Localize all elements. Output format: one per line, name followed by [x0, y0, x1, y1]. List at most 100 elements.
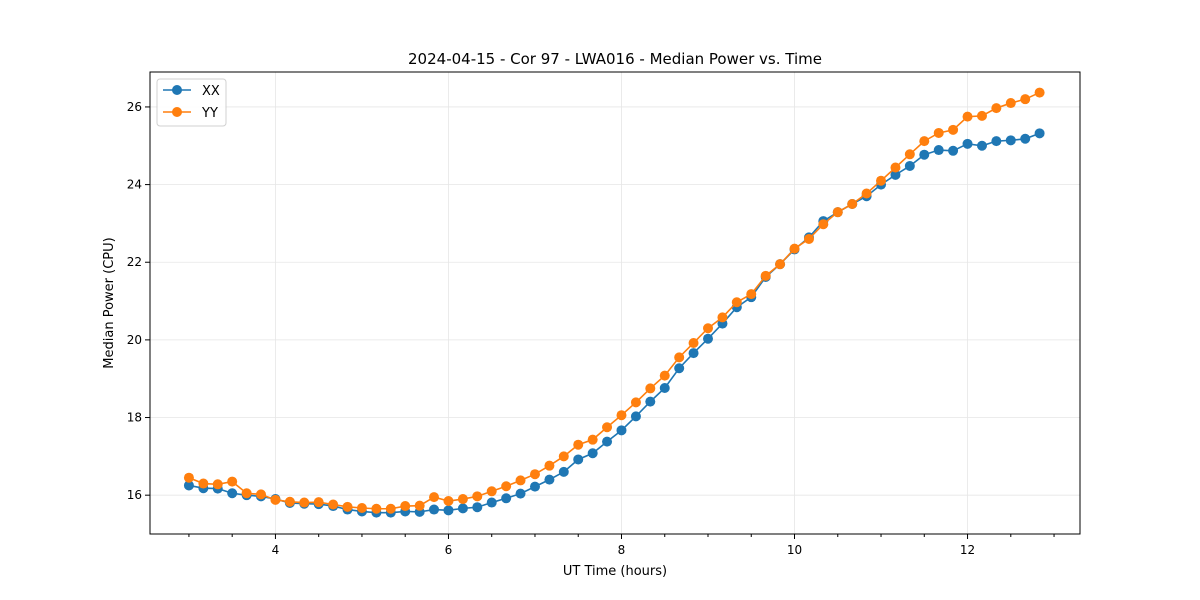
data-point-yy: [227, 476, 238, 487]
chart-title: 2024-04-15 - Cor 97 - LWA016 - Median Po…: [408, 50, 822, 68]
data-point-xx: [904, 160, 915, 171]
data-point-yy: [1005, 98, 1016, 109]
data-point-yy: [645, 383, 656, 394]
y-tick-label: 16: [127, 488, 142, 502]
x-tick-label: 12: [960, 543, 975, 557]
data-point-yy: [356, 502, 367, 513]
data-point-yy: [529, 469, 540, 480]
data-point-yy: [789, 243, 800, 254]
data-point-xx: [429, 504, 440, 515]
data-point-xx: [501, 493, 512, 504]
x-tick-label: 6: [445, 543, 453, 557]
data-point-yy: [429, 492, 440, 503]
data-point-yy: [775, 259, 786, 270]
data-point-yy: [299, 497, 310, 508]
data-point-yy: [385, 503, 396, 514]
data-point-yy: [674, 352, 685, 363]
data-point-yy: [472, 491, 483, 502]
data-point-xx: [457, 503, 468, 514]
y-tick-label: 22: [127, 255, 142, 269]
data-point-xx: [616, 425, 627, 436]
data-point-yy: [270, 494, 281, 505]
data-point-yy: [255, 489, 266, 500]
data-point-xx: [688, 348, 699, 359]
data-point-xx: [472, 502, 483, 513]
data-point-yy: [515, 475, 526, 486]
data-point-yy: [659, 370, 670, 381]
data-point-yy: [587, 434, 598, 445]
data-point-yy: [717, 312, 728, 323]
data-point-yy: [876, 175, 887, 186]
y-tick-label: 26: [127, 100, 142, 114]
data-point-xx: [933, 145, 944, 156]
data-point-xx: [948, 145, 959, 156]
data-point-yy: [414, 500, 425, 511]
data-point-yy: [1034, 87, 1045, 98]
data-point-yy: [746, 289, 757, 300]
data-point-yy: [573, 439, 584, 450]
series-yy: [183, 87, 1045, 514]
data-point-xx: [486, 497, 497, 508]
data-point-yy: [803, 233, 814, 244]
data-point-yy: [904, 149, 915, 160]
data-point-xx: [227, 488, 238, 499]
data-point-yy: [212, 479, 223, 490]
data-point-yy: [630, 397, 641, 408]
series-group: [183, 87, 1045, 518]
data-point-yy: [241, 488, 252, 499]
data-point-yy: [919, 136, 930, 147]
data-point-yy: [183, 472, 194, 483]
x-tick-label: 8: [618, 543, 626, 557]
data-point-yy: [284, 496, 295, 507]
data-point-yy: [991, 103, 1002, 114]
data-point-xx: [976, 140, 987, 151]
data-point-yy: [760, 270, 771, 281]
data-point-xx: [602, 436, 613, 447]
data-point-xx: [515, 488, 526, 499]
data-point-yy: [933, 127, 944, 138]
data-point-yy: [818, 219, 829, 230]
y-tick-label: 20: [127, 333, 142, 347]
data-point-xx: [529, 481, 540, 492]
legend-label-yy: YY: [201, 106, 218, 121]
data-point-xx: [991, 136, 1002, 147]
axis-ticks: 4 6 8 10 12 16 18 20 22 24 26: [127, 100, 1055, 557]
data-point-yy: [501, 481, 512, 492]
plot-frame: [149, 71, 1081, 535]
data-point-yy: [962, 111, 973, 122]
x-tick-label: 4: [272, 543, 280, 557]
data-point-yy: [890, 162, 901, 173]
data-point-yy: [558, 451, 569, 462]
data-point-xx: [674, 363, 685, 374]
y-tick-label: 24: [127, 178, 142, 192]
data-point-yy: [616, 410, 627, 421]
data-point-xx: [703, 333, 713, 344]
y-axis-label: Median Power (CPU): [102, 237, 117, 368]
legend-marker-yy: [172, 107, 182, 117]
data-point-xx: [587, 448, 598, 459]
data-point-yy: [948, 124, 959, 135]
data-point-xx: [1034, 128, 1045, 139]
data-point-xx: [962, 138, 973, 149]
data-point-yy: [457, 494, 468, 505]
data-point-yy: [198, 478, 209, 489]
data-point-yy: [688, 337, 699, 348]
data-point-yy: [544, 460, 555, 471]
data-point-yy: [443, 496, 454, 506]
data-point-xx: [443, 505, 454, 516]
data-point-yy: [976, 110, 987, 121]
data-point-xx: [645, 396, 656, 407]
data-point-xx: [558, 466, 569, 477]
data-point-yy: [703, 323, 713, 334]
data-point-xx: [630, 411, 641, 422]
data-point-xx: [919, 149, 930, 160]
data-point-yy: [861, 188, 872, 199]
data-point-yy: [313, 497, 324, 508]
data-point-xx: [1005, 135, 1016, 146]
data-point-xx: [544, 474, 555, 485]
legend: XX YY: [156, 78, 227, 127]
data-point-xx: [659, 383, 670, 394]
data-point-xx: [183, 480, 194, 491]
data-point-yy: [400, 501, 411, 512]
